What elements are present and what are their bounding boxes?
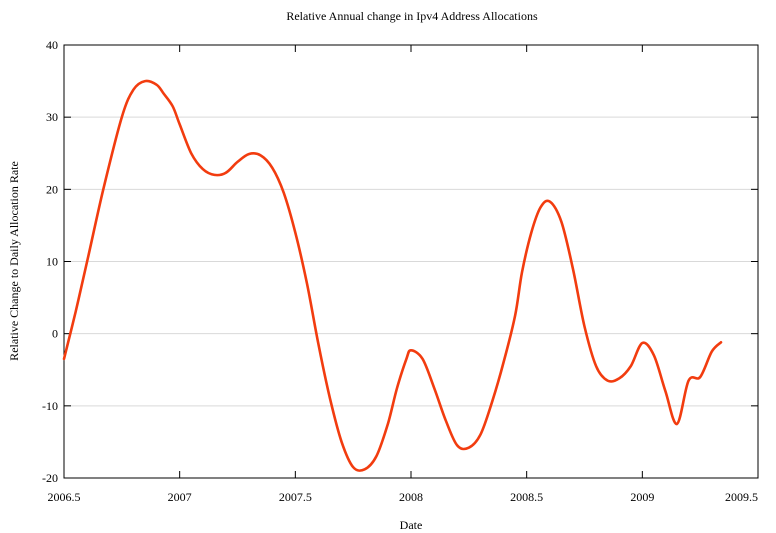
x-tick-label: 2009 <box>630 490 654 504</box>
y-tick-label: 40 <box>46 38 58 52</box>
x-tick-label: 2007 <box>168 490 192 504</box>
y-tick-label: 20 <box>46 182 58 196</box>
x-tick-label: 2008 <box>399 490 423 504</box>
x-tick-label: 2009.5 <box>725 490 758 504</box>
x-tick-label: 2008.5 <box>510 490 543 504</box>
x-tick-labels: 2006.5 2007 2007.5 2008 2008.5 2009 2009.5 <box>48 490 759 504</box>
gridlines <box>64 116 758 407</box>
y-tick-label: -20 <box>42 471 58 485</box>
y-axis-label: Relative Change to Daily Allocation Rate <box>7 161 21 361</box>
y-tick-labels: -20 -10 0 10 20 30 40 <box>42 38 58 485</box>
series-line <box>62 79 723 472</box>
chart-title: Relative Annual change in Ipv4 Address A… <box>286 9 538 23</box>
y-tick-label: 10 <box>46 255 58 269</box>
y-tick-label: -10 <box>42 399 58 413</box>
x-tick-label: 2006.5 <box>48 490 81 504</box>
y-tick-label: 30 <box>46 110 58 124</box>
y-tick-label: 0 <box>52 327 58 341</box>
x-tick-label: 2007.5 <box>279 490 312 504</box>
x-axis-label: Date <box>400 518 423 532</box>
